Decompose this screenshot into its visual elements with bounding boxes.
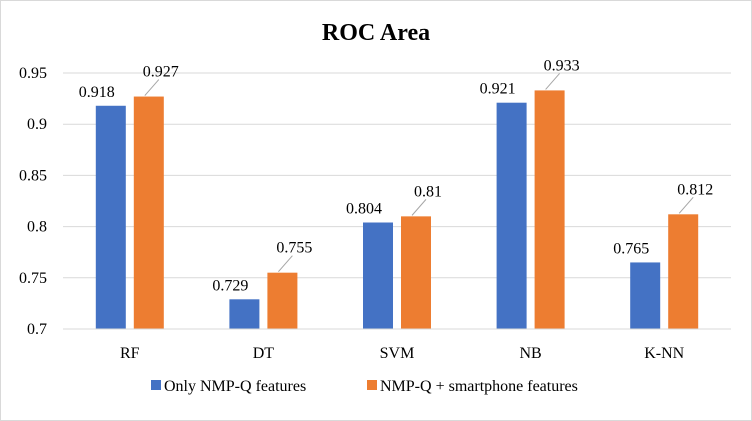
bar-nb-series-1 [496,102,527,329]
legend-swatch [367,380,377,390]
y-tick-label: 0.85 [19,167,47,184]
bar-rf-series-1 [95,105,126,329]
bars [95,90,699,330]
bar-rf-series-2 [133,96,164,329]
leader-line [411,199,427,216]
data-labels: 0.918 0.927 0.729 0.755 0.804 0.81 0.921 0.933 0… [79,57,713,294]
y-tick-label: 0.95 [19,65,47,82]
leader-line [678,196,694,214]
bar-nb-series-2 [534,90,565,330]
data-label: 0.755 [276,240,312,257]
y-tick-label: 0.7 [27,321,47,338]
gridlines [63,72,731,279]
data-label: 0.812 [677,181,713,198]
x-axis-category-labels: RF DT SVM NB K-NN [120,345,685,362]
leader-line [545,73,560,90]
y-tick-label: 0.9 [27,116,47,133]
legend-label: Only NMP-Q features [164,378,306,395]
y-tick-label: 0.75 [19,270,47,287]
leader-line [144,79,160,96]
x-category-label: NB [519,345,541,362]
data-label: 0.729 [212,277,248,294]
data-label: 0.765 [613,240,649,257]
data-label: 0.81 [414,183,442,200]
x-category-label: SVM [380,345,415,362]
chart-title: ROC Area [322,20,430,46]
x-category-label: DT [253,345,275,362]
x-category-label: K-NN [644,345,684,362]
bar-dt-series-2 [267,272,298,329]
legend-swatch [151,380,161,390]
y-axis-tick-labels: 0.7 0.75 0.8 0.85 0.9 0.95 [19,65,47,338]
data-label-leader-lines [144,73,694,273]
bar-svm-series-1 [363,222,393,329]
data-label: 0.927 [143,64,179,81]
x-category-label: RF [120,345,140,362]
data-label: 0.921 [480,81,516,98]
legend-label: NMP-Q + smartphone features [380,378,578,395]
legend: Only NMP-Q features NMP-Q + smartphone fe… [151,378,578,395]
leader-line [278,255,293,273]
data-label: 0.918 [79,84,115,101]
bar-k-nn-series-1 [630,262,661,329]
bar-svm-series-2 [401,216,431,329]
data-label: 0.804 [346,201,382,218]
bar-dt-series-1 [229,299,260,329]
y-tick-label: 0.8 [27,219,47,236]
data-label: 0.933 [544,57,580,74]
bar-k-nn-series-2 [668,214,699,329]
